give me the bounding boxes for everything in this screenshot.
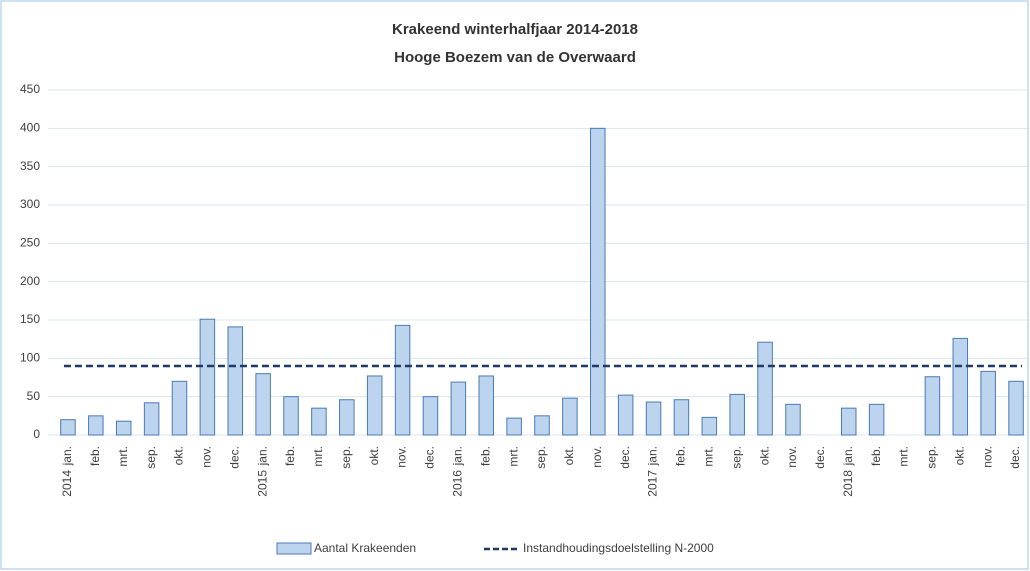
bar [534, 415, 550, 436]
bar [617, 394, 634, 436]
x-tick-label: mrt. [116, 446, 130, 467]
y-tick-label: 450 [20, 82, 40, 96]
x-tick-label: sep. [144, 446, 158, 469]
x-tick-label: mrt. [701, 446, 715, 467]
x-tick-label: okt. [367, 446, 381, 465]
bar [394, 324, 411, 436]
bar [980, 370, 996, 436]
bar [924, 376, 941, 436]
bar [366, 375, 383, 436]
x-tick-label: feb. [674, 446, 688, 466]
bar [785, 403, 801, 436]
x-tick-label: dec. [618, 446, 632, 469]
year-label: 2015 [255, 470, 269, 497]
x-tick-label: dec. [423, 446, 437, 469]
x-tick-label: okt. [562, 446, 576, 465]
x-tick-label: okt. [757, 446, 771, 465]
x-tick-label: jan. [646, 446, 660, 466]
x-tick-label: nov. [590, 446, 604, 468]
y-tick-label: 350 [20, 159, 40, 173]
x-tick-label: feb. [283, 446, 297, 466]
legend-label: Instandhoudingsdoelstelling N-2000 [523, 541, 714, 555]
x-tick-label: okt. [952, 446, 966, 465]
x-tick-label: dec. [227, 446, 241, 469]
x-tick-label: feb. [88, 446, 102, 466]
x-tick-label: jan. [451, 446, 465, 466]
x-tick-label: okt. [172, 446, 186, 465]
x-tick-label: mrt. [897, 446, 911, 467]
x-tick-label: dec. [813, 446, 827, 469]
chart-subtitle: Hooge Boezem van de Overwaard [394, 49, 636, 66]
chart-title: Krakeend winterhalfjaar 2014-2018 [392, 21, 638, 38]
x-tick-label: sep. [339, 446, 353, 469]
bar [645, 401, 662, 436]
legend-swatch [276, 542, 312, 555]
x-tick-label: dec. [1008, 446, 1022, 469]
bar [673, 399, 690, 436]
y-tick-label: 50 [27, 389, 41, 403]
bar [88, 415, 104, 436]
x-tick-label: nov. [395, 446, 409, 468]
x-tick-label: nov. [980, 446, 994, 468]
y-tick-label: 300 [20, 197, 40, 211]
bar [283, 396, 299, 436]
year-label: 2018 [841, 470, 855, 497]
x-tick-label: mrt. [506, 446, 520, 467]
bar [590, 127, 606, 436]
bar [868, 403, 885, 436]
y-tick-label: 0 [33, 427, 40, 441]
bar [701, 416, 718, 436]
bar [143, 402, 160, 436]
x-tick-label: jan. [841, 446, 855, 466]
bar [952, 337, 969, 436]
x-tick-label: feb. [478, 446, 492, 466]
bar [478, 375, 494, 436]
bar [115, 420, 132, 436]
legend-label: Aantal Krakeenden [314, 541, 416, 555]
bar [60, 419, 76, 436]
bar [199, 318, 216, 436]
y-tick-label: 400 [20, 121, 40, 135]
x-tick-label: jan. [60, 446, 74, 466]
bar [227, 326, 244, 436]
bar [729, 393, 745, 436]
x-tick-label: nov. [200, 446, 214, 468]
bar [450, 381, 467, 436]
bar [562, 397, 578, 436]
x-tick-label: feb. [869, 446, 883, 466]
x-tick-label: sep. [925, 446, 939, 469]
bar [757, 341, 773, 436]
bar [339, 399, 355, 436]
year-label: 2017 [646, 470, 660, 497]
y-tick-label: 250 [20, 236, 40, 250]
year-label: 2016 [451, 470, 465, 497]
y-tick-label: 100 [20, 351, 40, 365]
y-tick-label: 200 [20, 274, 40, 288]
x-tick-label: sep. [534, 446, 548, 469]
bar [311, 407, 327, 436]
bar [506, 417, 522, 436]
bar [255, 373, 271, 436]
bar [422, 396, 439, 436]
x-tick-label: nov. [785, 446, 799, 468]
x-tick-label: jan. [255, 446, 269, 466]
y-tick-label: 150 [20, 312, 40, 326]
bar [840, 407, 857, 436]
x-tick-label: sep. [729, 446, 743, 469]
bar [171, 380, 188, 436]
year-label: 2014 [60, 470, 74, 497]
bar [1008, 380, 1024, 436]
x-tick-label: mrt. [311, 446, 325, 467]
